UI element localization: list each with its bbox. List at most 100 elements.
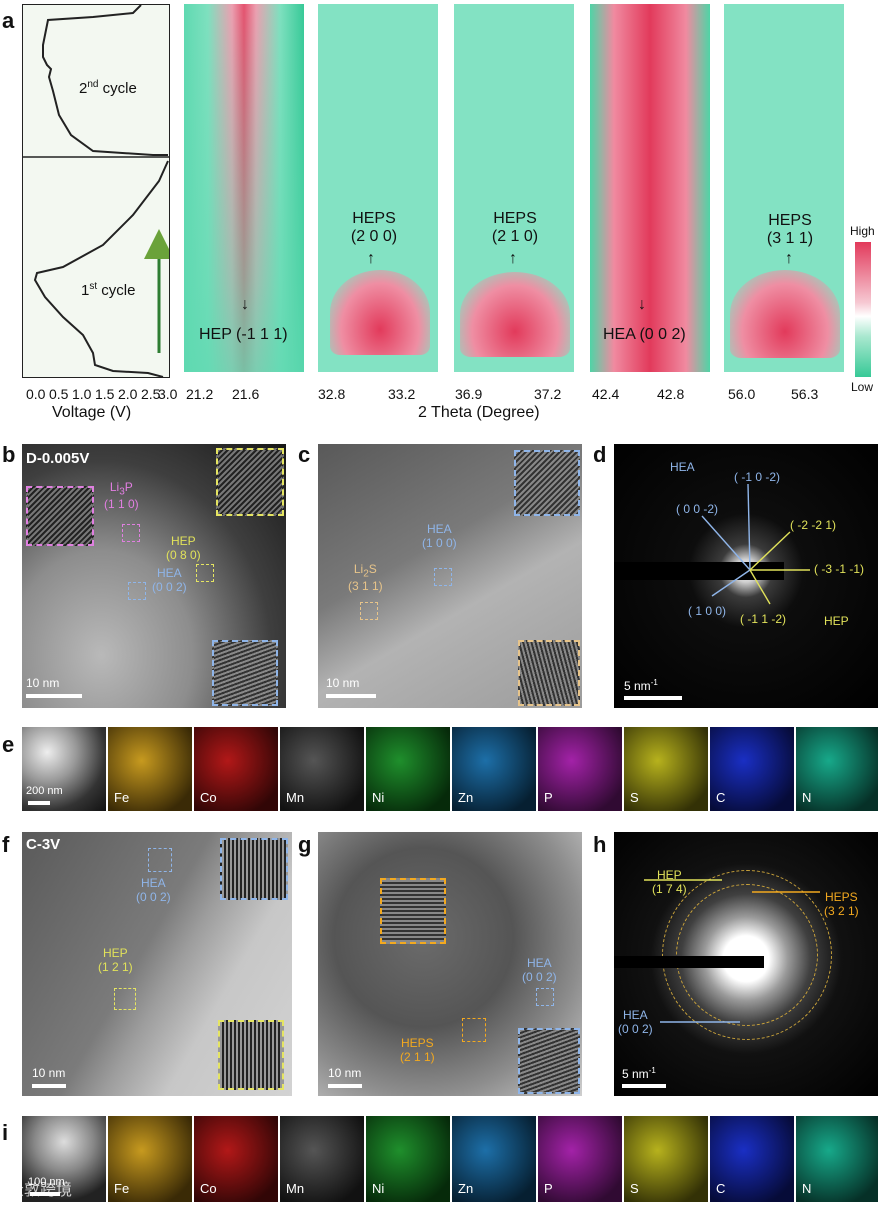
panel-g-label: g (298, 832, 312, 857)
tem-image-f: C-3V HEA (0 0 2) HEP (1 2 1) 10 nm (22, 832, 292, 1096)
fft-inset (514, 450, 580, 516)
panel-f-label: f (2, 832, 10, 857)
hea-label: HEA (0 0 2) (618, 1008, 653, 1036)
fft-inset (380, 878, 446, 944)
theta-tick: 21.6 (232, 386, 260, 402)
voltage-tick: 0.0 (26, 386, 46, 402)
scale-bar-label: 5 nm-1 (624, 678, 658, 693)
theta-axis-title: 2 Theta (Degree) (418, 404, 540, 421)
scale-bar (32, 1084, 66, 1088)
saed-pattern-d: HEA ( -1 0 -2) ( 0 0 -2) ( -2 -2 1) ( -3… (614, 444, 878, 708)
eds-map-co: Co (194, 1116, 278, 1202)
hep-label: HEP (0 8 0) (166, 534, 201, 562)
down-arrow-icon: ↓ (241, 296, 249, 313)
hep-label: HEP (1 7 4) (652, 868, 687, 896)
panel-i-label: i (2, 1120, 9, 1145)
eds-map-strip-e: 200 nm Fe Co Mn Ni Zn P S C N (22, 727, 878, 811)
reflection-label: ( 1 0 0) (688, 604, 727, 618)
eds-map-mn: Mn (280, 1116, 364, 1202)
colorbar (855, 242, 871, 377)
hea-label: HEA (670, 460, 695, 474)
contour-map-2-peak (330, 270, 430, 355)
hea-label: HEA (1 0 0) (422, 522, 457, 550)
roi-box (360, 602, 378, 620)
reflection-label: ( -1 0 -2) (734, 470, 781, 484)
reflection-label: ( -1 1 -2) (740, 612, 787, 626)
theta-tick: 21.2 (186, 386, 214, 402)
fft-inset (212, 640, 278, 706)
reflection-label: ( 0 0 -2) (676, 502, 719, 516)
fft-inset (518, 1028, 580, 1094)
colorbar-high: High (850, 224, 875, 238)
eds-map-strip-i: 100 nm Fe Co Mn Ni Zn P S C N (22, 1116, 878, 1202)
roi-box (128, 582, 146, 600)
fft-inset (26, 486, 94, 546)
theta-tick: 56.0 (728, 386, 756, 402)
roi-box (196, 564, 214, 582)
colorbar-low: Low (851, 380, 874, 394)
eds-map-n: N (796, 727, 878, 811)
panel-b-label: b (2, 442, 16, 467)
beam-stop (614, 956, 764, 968)
theta-tick: 37.2 (534, 386, 562, 402)
scale-bar (622, 1084, 666, 1088)
scale-bar (26, 694, 82, 698)
up-arrow-icon: ↑ (785, 250, 793, 267)
voltage-curve (23, 5, 169, 377)
scale-bar (28, 801, 50, 805)
watermark: 众敦跨境 (8, 1182, 73, 1199)
scale-bar-label: 10 nm (328, 1066, 362, 1080)
fft-inset (216, 448, 284, 516)
down-arrow-icon: ↓ (638, 296, 646, 313)
map3-annotation: HEPS (2 1 0) (491, 210, 539, 245)
saed-pattern-h: HEP (1 7 4) HEPS (3 2 1) HEA (0 0 2) 5 nm-1 (614, 832, 878, 1096)
eds-map-ni: Ni (366, 727, 450, 811)
map2-annotation: HEPS (2 0 0) (350, 210, 398, 245)
eds-map-c: C (710, 727, 794, 811)
up-arrow-icon: ↑ (367, 250, 375, 267)
scale-bar (326, 694, 376, 698)
voltage-tick: 1.0 (72, 386, 92, 402)
theta-tick: 32.8 (318, 386, 346, 402)
tem-image-g: HEA (0 0 2) HEPS (2 1 1) 10 nm (318, 832, 582, 1096)
voltage-tick: 3.0 (158, 386, 178, 402)
scale-bar-label: 10 nm (32, 1066, 66, 1080)
hep-label: HEP (824, 614, 849, 628)
eds-map-p: P (538, 1116, 622, 1202)
fft-inset (218, 1020, 284, 1090)
voltage-tick: 1.5 (95, 386, 115, 402)
map1-annotation: HEP (-1 1 1) (199, 326, 288, 343)
li2s-label: Li2S (3 1 1) (348, 562, 383, 594)
eds-map-fe: Fe (108, 1116, 192, 1202)
hea-label: HEA (0 0 2) (136, 876, 171, 904)
condition-label: D-0.005V (26, 450, 90, 467)
heps-label: HEPS (2 1 1) (400, 1036, 435, 1064)
haadf-image: 100 nm (22, 1116, 106, 1202)
hep-label: HEP (1 2 1) (98, 946, 133, 974)
panel-h-label: h (593, 832, 607, 857)
condition-label: C-3V (26, 836, 61, 853)
panel-a-label: a (2, 8, 15, 33)
heps-label: HEPS (3 2 1) (824, 890, 859, 918)
voltage-tick: 2.5 (141, 386, 161, 402)
scale-bar (30, 1192, 60, 1196)
fft-inset (220, 838, 288, 900)
hea-label: HEA (0 0 2) (152, 566, 187, 594)
cycle-2-label: 2nd cycle (79, 79, 137, 97)
contour-map-1-fade (184, 4, 304, 372)
hea-label: HEA (0 0 2) (522, 956, 557, 984)
ring-arrows (644, 879, 820, 1023)
eds-map-mn: Mn (280, 727, 364, 811)
scale-bar-label: 5 nm-1 (622, 1066, 656, 1081)
map4-annotation: HEA (0 0 2) (603, 326, 686, 343)
roi-box (536, 988, 554, 1006)
theta-tick: 42.8 (657, 386, 685, 402)
eds-map-fe: Fe (108, 727, 192, 811)
scale-bar-label: 10 nm (326, 676, 360, 690)
panel-e-label: e (2, 732, 15, 757)
roi-box (462, 1018, 486, 1042)
reflection-label: ( -2 -2 1) (790, 518, 837, 532)
eds-map-n: N (796, 1116, 878, 1202)
roi-box (434, 568, 452, 586)
scale-bar-label: 100 nm (28, 1176, 65, 1188)
